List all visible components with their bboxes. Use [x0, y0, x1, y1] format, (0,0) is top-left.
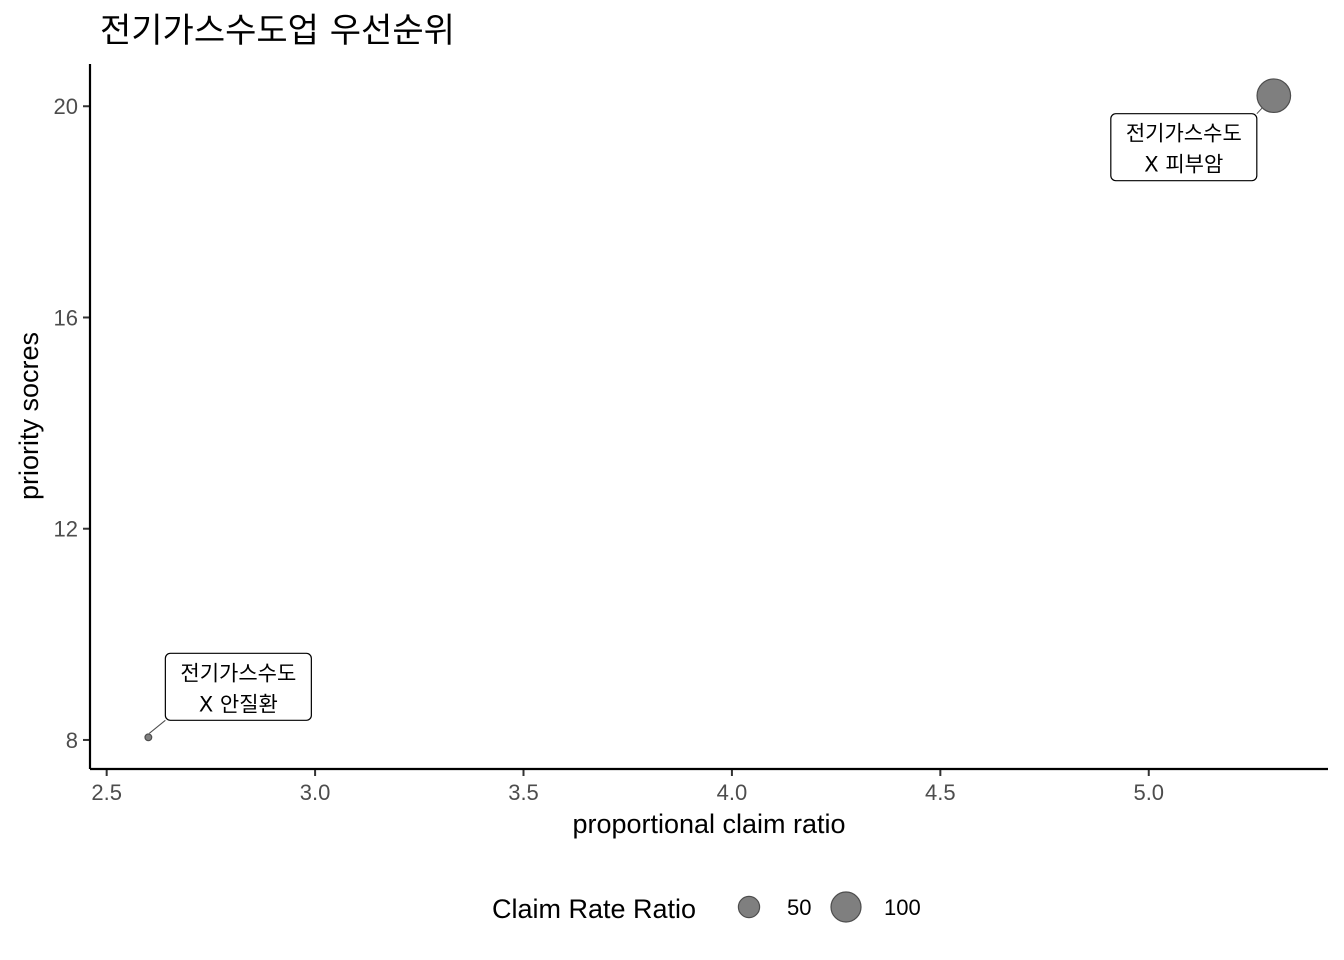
legend-key-label: 100: [884, 895, 921, 920]
data-point: [1256, 78, 1292, 114]
y-axis-title: priority socres: [14, 332, 44, 500]
point-label-box: [1110, 113, 1258, 182]
legend-key-label: 50: [787, 895, 811, 920]
x-tick-label: 4.0: [717, 780, 748, 805]
point-label-line2: X 피부암: [1144, 153, 1223, 177]
x-axis-title: proportional claim ratio: [572, 809, 845, 839]
x-tick-label: 2.5: [91, 780, 122, 805]
x-tick-label: 3.0: [300, 780, 331, 805]
legend-key-circle: [830, 891, 862, 923]
y-tick-label: 16: [54, 305, 78, 330]
x-tick-label: 3.5: [508, 780, 539, 805]
data-point: [144, 733, 153, 742]
point-label-box: [164, 652, 312, 721]
label-leader-line: [149, 719, 166, 734]
y-axis-ticks: 8 12 16 20: [54, 94, 90, 753]
point-labels: 전기가스수도 X 안질환 전기가스수도 X 피부암: [149, 97, 1273, 734]
legend-key-circle: [737, 895, 761, 919]
x-axis-ticks: 2.5 3.0 3.5 4.0 4.5 5.0: [91, 769, 1164, 805]
data-points: [144, 78, 1292, 742]
legend-keys: 50 100: [737, 891, 921, 923]
point-label-line1: 전기가스수도: [1126, 122, 1242, 146]
legend: Claim Rate Ratio 50 100: [492, 891, 921, 924]
x-tick-label: 5.0: [1133, 780, 1164, 805]
x-tick-label: 4.5: [925, 780, 956, 805]
y-tick-label: 12: [54, 517, 78, 542]
point-label-line1: 전기가스수도: [180, 661, 296, 685]
chart-title: 전기가스수도업 우선순위: [100, 11, 455, 51]
y-tick-label: 8: [66, 728, 78, 753]
legend-title: Claim Rate Ratio: [492, 894, 696, 924]
y-tick-label: 20: [54, 94, 78, 119]
point-label-line2: X 안질환: [199, 692, 278, 716]
